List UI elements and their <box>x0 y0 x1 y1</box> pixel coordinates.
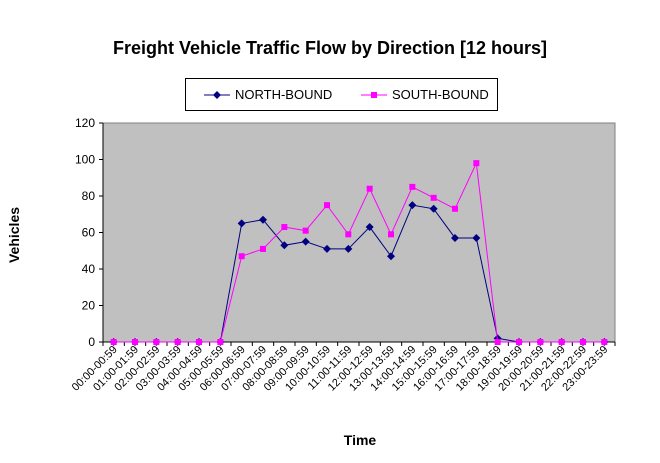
data-point-south-bound <box>537 339 544 345</box>
data-point-south-bound <box>153 339 160 345</box>
data-point-south-bound <box>473 160 480 167</box>
y-tick-label: 40 <box>82 262 96 276</box>
data-point-north-bound <box>237 219 246 228</box>
data-point-north-bound <box>259 215 267 224</box>
x-axis-label: Time <box>343 432 377 448</box>
y-tick-label: 100 <box>75 153 95 167</box>
y-tick-label: 120 <box>75 116 95 130</box>
data-point-south-bound <box>132 339 138 345</box>
legend-label-north-bound: NORTH-BOUND <box>235 87 333 102</box>
chart-title: Freight Vehicle Traffic Flow by Directio… <box>112 38 548 58</box>
data-point-south-bound <box>516 339 522 345</box>
data-point-south-bound <box>110 339 117 345</box>
y-tick-label: 80 <box>82 189 96 203</box>
y-tick-label: 60 <box>82 226 96 240</box>
data-point-south-bound <box>388 231 394 238</box>
data-point-north-bound <box>429 204 438 213</box>
data-point-south-bound <box>580 339 586 345</box>
plot-background <box>102 122 616 343</box>
data-point-south-bound <box>494 339 501 345</box>
data-point-north-bound <box>344 244 353 253</box>
data-point-south-bound <box>452 205 458 212</box>
data-point-north-bound <box>301 237 310 246</box>
data-point-south-bound <box>345 231 352 238</box>
y-tick-label: 20 <box>82 299 96 313</box>
data-point-south-bound <box>260 245 266 252</box>
legend-item-south-bound: SOUTH-BOUND <box>361 79 489 110</box>
data-point-north-bound <box>365 223 374 232</box>
north-bound-legend-marker <box>204 90 230 99</box>
data-point-south-bound <box>409 183 416 190</box>
data-point-north-bound <box>280 241 289 250</box>
data-point-south-bound <box>217 339 224 345</box>
data-point-north-bound <box>451 233 459 242</box>
data-point-south-bound <box>366 185 373 192</box>
data-point-north-bound <box>323 244 331 253</box>
data-point-north-bound <box>408 201 417 210</box>
legend-item-north-bound: NORTH-BOUND <box>204 79 332 110</box>
data-point-south-bound <box>302 227 309 234</box>
legend: NORTH-BOUND SOUTH-BOUND <box>185 78 498 111</box>
series-line-south-bound <box>113 161 605 343</box>
data-point-south-bound <box>196 339 202 345</box>
data-point-south-bound <box>281 224 288 231</box>
data-point-south-bound <box>601 339 608 345</box>
legend-label-south-bound: SOUTH-BOUND <box>392 87 489 102</box>
data-point-north-bound <box>387 252 395 261</box>
y-tick-label: 0 <box>88 335 95 349</box>
data-point-north-bound <box>472 233 481 242</box>
data-point-south-bound <box>238 253 245 260</box>
data-point-south-bound <box>174 339 181 345</box>
data-point-south-bound <box>558 339 565 345</box>
data-point-south-bound <box>430 194 437 201</box>
data-point-south-bound <box>324 202 330 209</box>
south-bound-legend-marker <box>361 91 387 98</box>
